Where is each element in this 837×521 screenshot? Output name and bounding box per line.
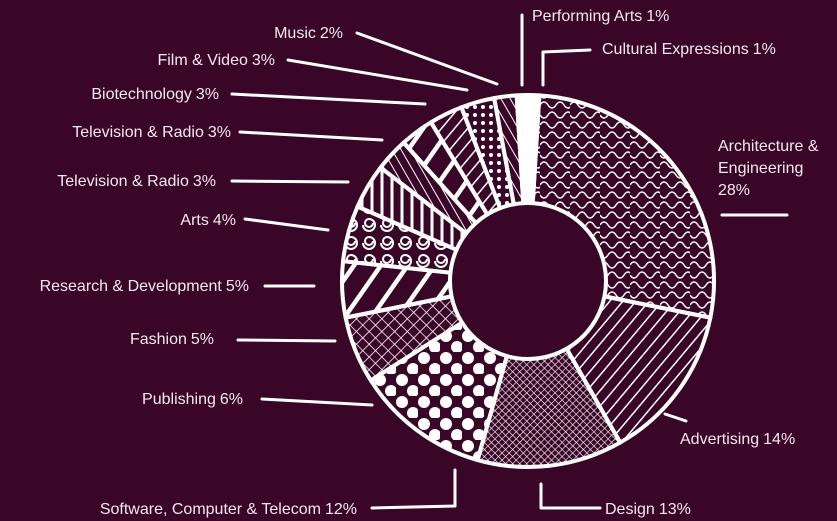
- category-label: Arts: [180, 212, 209, 229]
- slice-label: Performing Arts 1%: [532, 6, 669, 28]
- value-label: 3%: [207, 124, 231, 141]
- leader-line: [236, 338, 337, 343]
- category-label: Television & Radio: [57, 173, 189, 190]
- value-label: 28%: [718, 182, 751, 199]
- leader-line: [230, 92, 427, 106]
- leader-line: [355, 31, 499, 86]
- category-label: Research & Development: [39, 278, 222, 295]
- leader-line: [541, 48, 592, 87]
- category-label: Publishing: [142, 391, 216, 408]
- slice-label: Music 2%: [274, 23, 343, 45]
- category-label: Design: [605, 501, 655, 518]
- category-label: Music: [274, 25, 316, 42]
- category-label: Software, Computer & Telecom: [99, 501, 321, 518]
- leader-line: [238, 130, 384, 142]
- value-label: 1%: [646, 8, 670, 25]
- slice-label: Biotechnology 3%: [91, 84, 219, 106]
- value-label: 2%: [319, 25, 343, 42]
- category-label: Cultural Expressions: [602, 41, 749, 58]
- value-label: 4%: [212, 212, 236, 229]
- wedge: [514, 93, 530, 206]
- slice-label: Software, Computer & Telecom 12%: [100, 499, 357, 521]
- slice-label: Advertising 14%: [680, 429, 795, 451]
- leader-line: [286, 58, 469, 92]
- leader-line: [230, 179, 350, 184]
- slice-label: Cultural Expressions 1%: [602, 39, 776, 61]
- slice-label: Fashion 5%: [130, 329, 214, 351]
- category-label: Advertising: [680, 431, 760, 448]
- value-label: 3%: [192, 173, 216, 190]
- category-label: Architecture & Engineering: [718, 138, 819, 177]
- slice-label: Research & Development 5%: [40, 276, 249, 298]
- category-label: Biotechnology: [91, 86, 192, 103]
- wedge: [530, 93, 716, 320]
- category-label: Performing Arts: [532, 8, 643, 25]
- slice-label: Television & Radio 3%: [72, 122, 231, 144]
- leader-line: [663, 412, 688, 423]
- category-label: Television & Radio: [72, 124, 204, 141]
- value-label: 5%: [190, 331, 214, 348]
- slice-label: Arts 4%: [180, 210, 236, 232]
- value-label: 3%: [195, 86, 219, 103]
- category-label: Film & Video: [157, 52, 248, 69]
- value-label: 5%: [225, 278, 249, 295]
- leader-line: [370, 468, 457, 510]
- value-label: 13%: [658, 501, 691, 518]
- slice-label: Film & Video 3%: [157, 50, 275, 72]
- slice-label: Architecture & Engineering 28%: [718, 136, 837, 202]
- leader-line: [539, 482, 602, 510]
- value-label: 14%: [763, 431, 796, 448]
- value-label: 12%: [324, 501, 357, 518]
- slice-label: Design 13%: [605, 499, 691, 521]
- value-label: 6%: [219, 391, 243, 408]
- value-label: 1%: [752, 41, 776, 58]
- leader-line: [243, 217, 330, 232]
- slice-label: Television & Radio 3%: [57, 171, 216, 193]
- leader-line: [260, 397, 374, 407]
- value-label: 3%: [251, 52, 275, 69]
- category-label: Fashion: [129, 331, 187, 348]
- slice-label: Publishing 6%: [142, 389, 243, 411]
